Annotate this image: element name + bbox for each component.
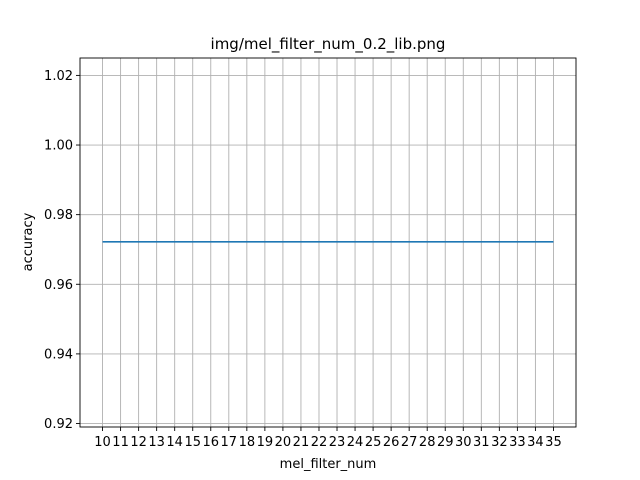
x-tick-label: 29 xyxy=(437,435,454,450)
x-tick-label: 22 xyxy=(311,435,328,450)
chart-title: img/mel_filter_num_0.2_lib.png xyxy=(211,35,446,54)
x-tick-label: 28 xyxy=(419,435,436,450)
x-tick-label: 32 xyxy=(491,435,508,450)
x-tick-label: 10 xyxy=(94,435,111,450)
x-tick-label: 31 xyxy=(473,435,490,450)
x-tick-label: 25 xyxy=(365,435,382,450)
x-tick-label: 33 xyxy=(509,435,526,450)
x-tick-label: 26 xyxy=(383,435,400,450)
x-tick-label: 30 xyxy=(455,435,472,450)
x-axis: 10 11 12 13 14 15 16 17 18 19 20 21 22 23 24 25 26 27 28 29… xyxy=(94,427,562,450)
y-tick-label: 0.92 xyxy=(44,417,73,432)
y-tick-label: 0.96 xyxy=(44,278,73,293)
x-tick-label: 16 xyxy=(202,435,219,450)
y-tick-label: 1.02 xyxy=(44,69,73,84)
x-tick-label: 24 xyxy=(347,435,364,450)
y-axis-label: accuracy xyxy=(21,212,36,271)
y-tick-label: 0.94 xyxy=(44,347,73,362)
x-tick-label: 18 xyxy=(239,435,256,450)
x-tick-label: 19 xyxy=(257,435,274,450)
y-tick-label: 0.98 xyxy=(44,208,73,223)
plot-frame xyxy=(79,57,577,428)
x-tick-label: 35 xyxy=(545,435,562,450)
x-tick-label: 14 xyxy=(166,435,183,450)
x-tick-label: 17 xyxy=(221,435,238,450)
x-tick-label: 11 xyxy=(112,435,129,450)
x-tick-label: 12 xyxy=(130,435,147,450)
y-tick-label: 1.00 xyxy=(44,139,73,154)
x-tick-label: 23 xyxy=(329,435,346,450)
x-tick-label: 27 xyxy=(401,435,418,450)
x-tick-label: 13 xyxy=(148,435,165,450)
y-axis: 0.92 0.94 0.96 0.98 1.00 1.02 xyxy=(44,69,80,432)
x-tick-label: 15 xyxy=(184,435,201,450)
x-tick-label: 34 xyxy=(527,435,544,450)
x-tick-label: 20 xyxy=(275,435,292,450)
x-axis-label: mel_filter_num xyxy=(280,457,377,472)
x-tick-label: 21 xyxy=(293,435,310,450)
